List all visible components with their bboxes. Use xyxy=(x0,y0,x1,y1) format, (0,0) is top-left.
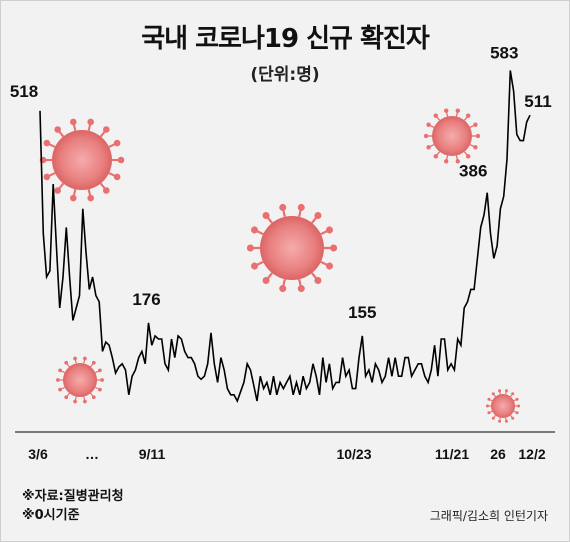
data-label: 583 xyxy=(490,44,518,63)
series-line xyxy=(39,70,531,403)
x-tick-label: 12/2 xyxy=(518,446,545,462)
time-note: ※0시기준 xyxy=(22,508,80,523)
x-tick-label: … xyxy=(85,446,99,462)
unit-label: (단위:명) xyxy=(250,65,320,85)
coronavirus-icon xyxy=(423,108,481,164)
data-label: 518 xyxy=(10,82,38,101)
x-tick-label: 11/21 xyxy=(435,446,469,462)
data-label: 155 xyxy=(348,303,376,322)
x-tick-label: 10/23 xyxy=(336,446,371,462)
source-note: ※자료:질병관리청 xyxy=(22,489,124,504)
coronavirus-icon xyxy=(39,118,125,202)
data-label: 511 xyxy=(524,92,551,111)
x-tick-label: 3/6 xyxy=(28,446,48,462)
x-tick-label: 9/11 xyxy=(139,446,166,462)
data-label: 176 xyxy=(132,290,160,309)
footer-notes: ※자료:질병관리청 ※0시기준 xyxy=(22,487,124,525)
coronavirus-icon xyxy=(246,203,338,293)
x-tick-label: 26 xyxy=(490,446,506,462)
chart-title: 국내 코로나19 신규 확진자 xyxy=(141,24,430,54)
data-label: 386 xyxy=(459,162,487,181)
credit-note: 그래픽/김소희 인턴기자 xyxy=(429,509,548,523)
coronavirus-icon xyxy=(56,356,104,404)
coronavirus-icon xyxy=(485,389,521,423)
